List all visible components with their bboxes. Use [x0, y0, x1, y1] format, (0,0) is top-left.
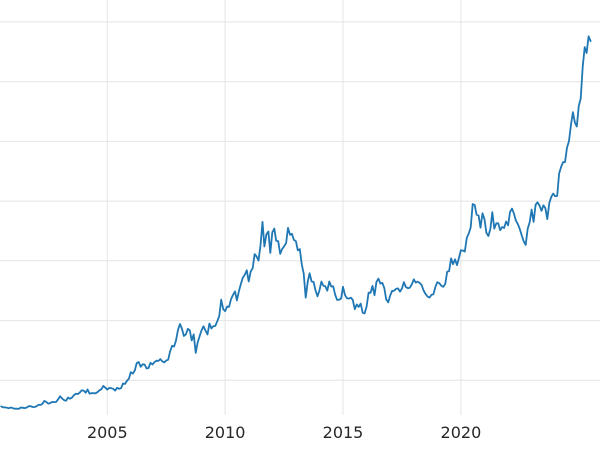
- x-tick-label: 2010: [205, 423, 246, 442]
- x-axis-tick-labels: 2005 2010 2015 2020: [87, 423, 481, 442]
- price-series: [0, 35, 592, 410]
- x-tick-label: 2005: [87, 423, 128, 442]
- grid-lines: [0, 0, 600, 415]
- x-tick-label: 2015: [323, 423, 364, 442]
- price-line: [0, 35, 592, 410]
- x-tick-label: 2020: [441, 423, 482, 442]
